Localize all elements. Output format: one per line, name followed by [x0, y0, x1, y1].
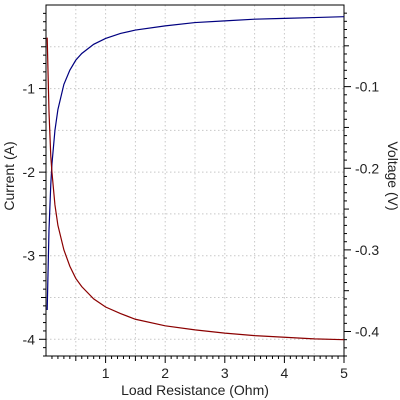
x-tick-label: 2: [161, 365, 169, 381]
y-right-tick-label: -0.2: [355, 160, 379, 176]
y-axis-right-label: Voltage (V): [385, 141, 400, 210]
y-right-tick-label: -0.4: [355, 324, 379, 340]
y-right-tick-label: -0.3: [355, 242, 379, 258]
series-layer: [46, 16, 345, 341]
y-right-tick-label: -0.1: [355, 79, 379, 95]
grid: [46, 5, 344, 356]
x-tick-label: 1: [102, 365, 110, 381]
x-axis-label: Load Resistance (Ohm): [121, 382, 269, 398]
y-left-tick-label: -4: [23, 331, 36, 347]
y-left-tick-label: -1: [23, 81, 36, 97]
y-left-tick-label: -2: [23, 164, 36, 180]
x-tick-label: 4: [281, 365, 289, 381]
series-line-current: [46, 16, 345, 311]
x-tick-label: 3: [221, 365, 229, 381]
series-line-voltage: [46, 37, 345, 341]
y-axis-left-label: Current (A): [1, 141, 17, 210]
y-left-tick-label: -3: [23, 248, 36, 264]
ticks: 1 2 3 4 5 -1 -2 -3 -4 -0.1 -0.2 -0.3 -0.4: [23, 12, 379, 381]
x-tick-label: 5: [340, 365, 348, 381]
